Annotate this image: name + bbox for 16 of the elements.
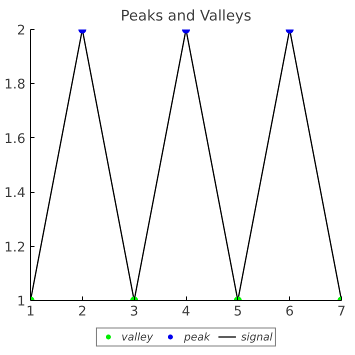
x-tick-label: 2	[78, 304, 87, 320]
x-tick-label: 7	[337, 304, 346, 320]
legend-label: valley	[121, 330, 154, 343]
y-tick-label: 1.2	[4, 240, 26, 256]
y-tick-label: 1	[17, 294, 26, 310]
x-tick-label: 6	[285, 304, 294, 320]
x-tick-label: 3	[130, 304, 138, 320]
x-tick-label: 5	[234, 304, 242, 320]
y-tick-label: 1.4	[4, 186, 26, 202]
y-tick-label: 1.8	[4, 78, 26, 93]
legend-label: signal	[241, 330, 273, 343]
x-tick-label: 4	[182, 304, 190, 320]
chart-title: Peaks and Valleys	[120, 8, 252, 24]
legend-label: peak	[184, 330, 210, 343]
y-tick-label: 2	[17, 24, 26, 38]
y-tick-label: 1.6	[4, 132, 26, 147]
